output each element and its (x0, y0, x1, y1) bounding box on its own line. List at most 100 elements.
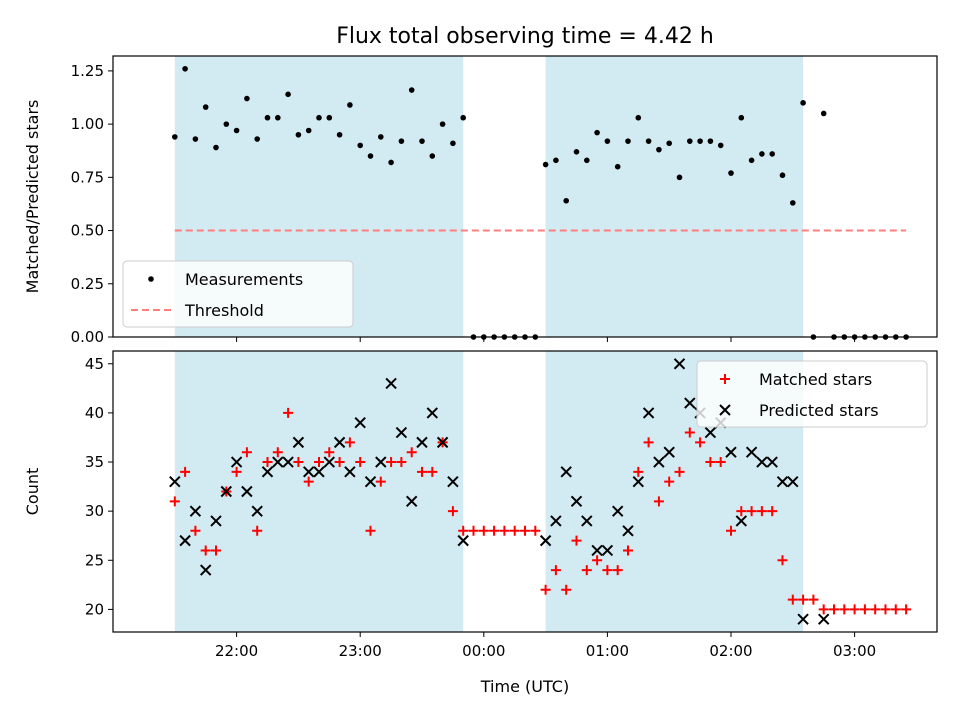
predicted-point (457, 534, 469, 547)
matched-point (592, 555, 603, 566)
matched-point (324, 447, 335, 458)
predicted-point (241, 485, 253, 498)
x-tick-label: 01:00 (586, 642, 629, 660)
measurement-point (460, 114, 467, 121)
measurement-point (779, 172, 786, 179)
measurement-point (378, 134, 384, 140)
predicted-point (426, 407, 439, 419)
measurement-point (326, 114, 333, 121)
matched-point (427, 466, 438, 477)
predicted-point (302, 466, 315, 478)
matched-point (540, 584, 551, 595)
predicted-point (199, 564, 212, 576)
measurement-point (738, 114, 745, 121)
measurement-point (790, 200, 796, 206)
measurement-point (687, 138, 693, 144)
measurement-point (563, 197, 569, 204)
predicted-point (787, 475, 799, 488)
predicted-point (323, 456, 336, 468)
measurement-point (604, 138, 611, 144)
matched-point (602, 565, 613, 576)
predicted-point (333, 436, 346, 449)
matched-point (653, 496, 664, 507)
measurement-point (728, 170, 734, 176)
predicted-point (591, 544, 603, 557)
matched-point (190, 525, 201, 536)
measurement-point (213, 144, 219, 151)
bottom-panel: 20 25 30 35 40 45 22:00 23:00 00:00 01:00 02:00 03:… (23, 350, 938, 696)
matched-point (303, 476, 314, 487)
matched-point (468, 525, 479, 536)
matched-point (334, 457, 345, 468)
measurement-point (305, 127, 312, 134)
predicted-point (601, 544, 614, 557)
measurement-point (666, 140, 672, 147)
matched-point (643, 437, 654, 448)
legend-box (696, 360, 928, 428)
legend-box (122, 260, 354, 328)
y-tick-label: 40 (85, 404, 104, 422)
matched-point (283, 407, 294, 418)
predicted-point (179, 534, 191, 547)
matched-point (870, 604, 881, 615)
matched-point (520, 525, 530, 536)
measurement-point (656, 146, 662, 153)
x-tick-label: 00:00 (462, 642, 505, 660)
measurement-point (244, 95, 250, 102)
measurement-point (233, 127, 240, 134)
matched-point (695, 437, 706, 448)
bottom-y-axis-label: Count (23, 468, 42, 516)
shaded-interval-1 (545, 56, 804, 337)
y-tick-label: 0.00 (71, 328, 104, 346)
matched-point (241, 447, 252, 458)
predicted-point (704, 426, 717, 439)
predicted-point (436, 436, 449, 449)
measurement-point (408, 87, 415, 93)
predicted-point (261, 466, 274, 478)
measurement-point (254, 136, 260, 142)
matched-point (530, 525, 541, 536)
bottom-axes-frame (112, 350, 938, 633)
measurement-point (625, 138, 631, 144)
legend-label: Matched stars (759, 370, 872, 389)
measurement-point (635, 114, 642, 121)
matched-point (890, 604, 901, 615)
matched-point (746, 506, 757, 517)
predicted-point (282, 456, 294, 468)
measurement-point (295, 131, 302, 138)
matched-point (571, 535, 582, 546)
matched-point (612, 565, 623, 576)
matched-point (272, 447, 283, 458)
matched-point (396, 457, 407, 468)
measurement-point (172, 134, 178, 140)
matched-point (787, 594, 798, 605)
y-tick-label: 0.50 (71, 222, 104, 240)
predicted-point (189, 505, 202, 517)
measurement-point (748, 157, 755, 164)
matched-point (684, 427, 695, 438)
measurement-point (223, 121, 230, 127)
measurement-point (769, 151, 775, 157)
measurement-point (275, 114, 281, 121)
top-legend: Measurements Threshold (122, 260, 354, 328)
predicted-point (220, 485, 233, 498)
x-tick-label: 02:00 (709, 642, 752, 660)
predicted-point (642, 407, 655, 419)
measurement-point (439, 121, 446, 127)
matched-point (818, 604, 829, 615)
predicted-point (797, 613, 809, 625)
matched-point (829, 604, 839, 615)
measurement-point (285, 91, 291, 98)
measurement-point (645, 138, 652, 144)
measurement-point (759, 151, 765, 157)
predicted-point (735, 515, 748, 527)
matched-point (664, 476, 675, 487)
matched-point (252, 525, 263, 536)
measurement-point (800, 100, 806, 106)
bottom-data-marks (169, 358, 912, 625)
y-tick-label: 0.75 (71, 168, 104, 186)
y-tick-label: 45 (85, 355, 104, 373)
measurement-point (450, 140, 456, 147)
predicted-point (684, 397, 696, 409)
